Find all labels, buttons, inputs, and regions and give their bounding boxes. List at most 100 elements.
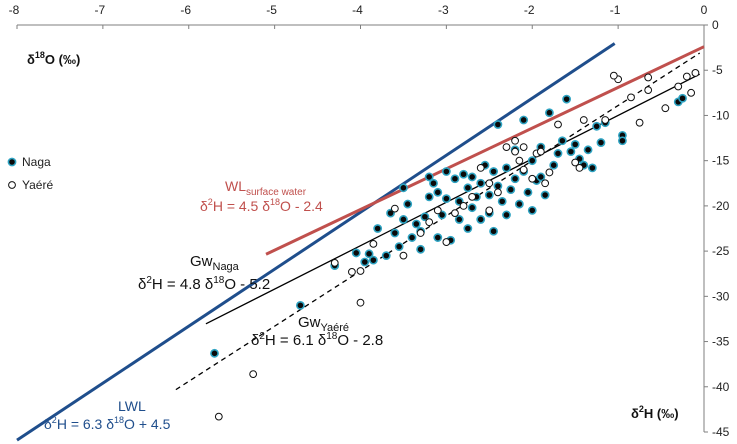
- equation-part: H = 6.1 δ: [265, 332, 326, 349]
- point-naga: [527, 206, 537, 215]
- equation-part: δ: [138, 276, 146, 293]
- axis-title-part: δ: [27, 52, 35, 67]
- point-yaere: [502, 143, 511, 152]
- point-yaere: [425, 218, 434, 227]
- line-gw_naga: [205, 73, 700, 325]
- point-naga: [373, 224, 383, 233]
- point-yaere: [515, 156, 524, 165]
- point-naga: [360, 257, 370, 267]
- point-yaere: [369, 239, 378, 248]
- equation-part: δ: [251, 332, 259, 349]
- line-name-subscript: Naga: [213, 261, 240, 273]
- point-yaere: [627, 93, 635, 102]
- y-tick-label: -25: [712, 244, 730, 258]
- point-naga: [592, 121, 602, 131]
- line-equation-gw_yaere: δ2H = 6.1 δ18O - 2.8: [251, 331, 383, 349]
- point-yaere: [644, 73, 653, 82]
- x-tick-label: -5: [266, 3, 277, 17]
- data-points: [210, 69, 700, 421]
- line-equation-lwl: δ2H = 6.3 δ18O + 4.5: [44, 415, 171, 432]
- legend-marker-naga: [7, 157, 17, 167]
- x-tick-label: -1: [610, 3, 621, 17]
- point-naga: [523, 187, 533, 197]
- point-yaere: [644, 86, 653, 95]
- point-yaere: [575, 164, 584, 172]
- point-naga: [441, 194, 451, 204]
- point-naga: [399, 215, 408, 224]
- line-equation-wl: δ2H = 4.5 δ18O - 2.4: [200, 197, 323, 214]
- point-yaere: [416, 229, 425, 237]
- y-tick-label: -30: [712, 289, 730, 303]
- point-yaere: [451, 209, 459, 218]
- point-naga: [502, 210, 511, 220]
- point-yaere: [214, 412, 223, 421]
- point-naga: [506, 185, 516, 195]
- point-naga: [678, 93, 687, 103]
- point-naga: [553, 149, 563, 158]
- equation-part: H = 6.3 δ: [57, 416, 114, 432]
- legend: Naga Yaéré: [7, 155, 53, 192]
- x-tick-label: 0: [701, 3, 708, 17]
- point-naga: [454, 215, 464, 224]
- point-naga: [514, 199, 524, 209]
- point-yaere: [545, 168, 554, 177]
- point-naga: [424, 192, 434, 202]
- point-naga: [463, 224, 473, 233]
- point-yaere: [468, 192, 477, 201]
- point-naga: [467, 172, 477, 182]
- point-naga: [510, 174, 520, 184]
- line-label-wl: WLsurface water: [225, 178, 307, 198]
- x-tick-label: -6: [180, 3, 191, 17]
- point-yaere: [249, 370, 258, 379]
- point-naga: [519, 115, 529, 125]
- y-axis-title: δ2H (‰): [631, 404, 679, 421]
- point-naga: [489, 226, 499, 236]
- point-yaere: [635, 118, 644, 127]
- line-label-gw_yaere: GwYaéré: [298, 314, 349, 334]
- point-naga: [424, 172, 434, 182]
- line-name-subscript: Yaéré: [321, 322, 350, 334]
- point-yaere: [536, 147, 545, 156]
- point-yaere: [519, 165, 528, 174]
- point-naga: [545, 108, 554, 118]
- point-naga: [502, 163, 511, 173]
- equation-part: 2: [259, 331, 265, 342]
- point-yaere: [442, 238, 451, 246]
- x-tick-label: -4: [352, 3, 363, 17]
- line-label-gw_naga: GwNaga: [190, 253, 240, 273]
- point-naga: [416, 244, 426, 254]
- point-naga: [420, 212, 430, 222]
- equation-part: 18: [270, 197, 280, 207]
- point-naga: [484, 190, 494, 200]
- point-naga: [467, 203, 477, 213]
- point-yaere: [528, 174, 537, 183]
- y-tick-label: -10: [712, 108, 730, 122]
- y-tick-label: -40: [712, 380, 730, 394]
- line-name: Gw: [298, 314, 321, 331]
- x-tick-label: -3: [438, 3, 449, 17]
- equation-part: 2: [52, 415, 57, 425]
- point-yaere: [348, 268, 356, 276]
- y-tick-label: 0: [712, 18, 719, 32]
- point-yaere: [691, 69, 700, 77]
- axis-title-part: 18: [35, 50, 45, 60]
- point-yaere: [682, 72, 691, 81]
- y-tick-label: -15: [712, 154, 730, 168]
- point-naga: [463, 183, 473, 193]
- point-naga: [295, 300, 305, 310]
- axis-title-part: O (‰): [45, 52, 80, 67]
- equation-part: O - 2.8: [337, 332, 383, 349]
- equation-part: H = 4.5 δ: [213, 198, 270, 214]
- equation-part: 18: [213, 275, 225, 286]
- point-naga: [562, 94, 571, 104]
- point-naga: [433, 187, 443, 197]
- point-naga: [476, 215, 486, 224]
- line-name: LWL: [118, 398, 146, 414]
- point-yaere: [356, 298, 365, 307]
- point-yaere: [356, 267, 365, 275]
- point-naga: [390, 228, 400, 238]
- point-naga: [497, 196, 507, 206]
- point-naga: [618, 136, 627, 146]
- line-name: WL: [225, 178, 246, 194]
